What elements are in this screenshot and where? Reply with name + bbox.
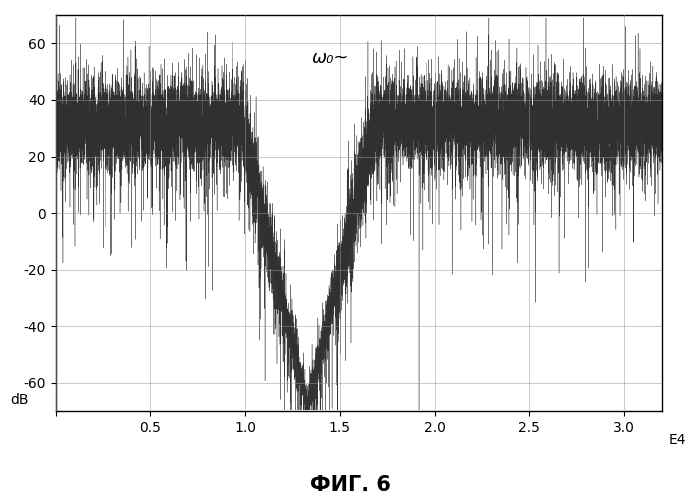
Text: E4: E4 — [668, 433, 685, 447]
Text: dB: dB — [10, 393, 29, 407]
Text: ФИГ. 6: ФИГ. 6 — [309, 475, 391, 495]
Text: ω₀~: ω₀~ — [312, 49, 349, 67]
